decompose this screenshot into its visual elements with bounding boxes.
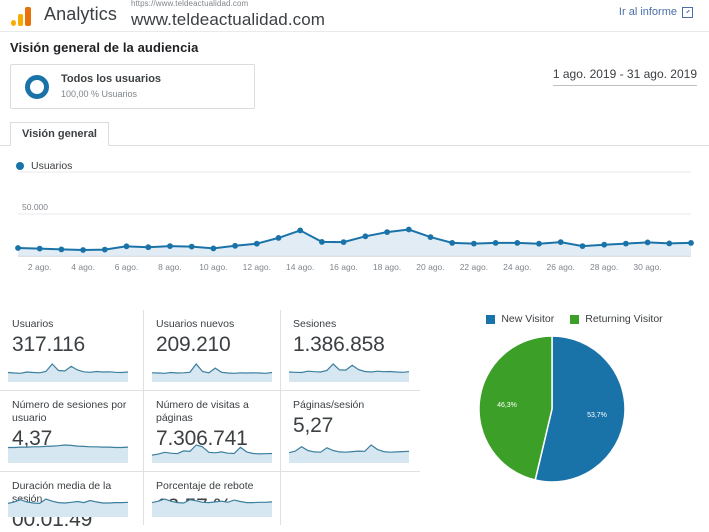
metric-label: Porcentaje de rebote [156,480,254,492]
metric-label: Sesiones [293,318,337,330]
metric-value: 1.386.858 [293,333,385,357]
page-title: Visión general de la audiencia [10,40,199,55]
metric-row: Usuarios 317.116 Usuarios nuevos 209.210… [0,310,440,390]
legend-swatch-returning-visitor [570,314,580,324]
svg-text:2 ago.: 2 ago. [28,262,52,272]
chart-legend: Usuarios [0,160,709,172]
svg-text:26 ago.: 26 ago. [547,262,575,272]
brand-title: Analytics [44,4,117,24]
sparkline-sesiones-por-usuario [8,444,128,463]
legend-label-new-visitor: New Visitor [501,313,555,325]
users-line-chart-svg[interactable]: 50.000 100.000 2 ago. 4 ago. 6 ago. 8 ago. 10 … [0,160,709,278]
segment-name: Todos los usuarios [61,73,162,85]
property-block: https://www.teldeactualidad.com www.teld… [131,0,325,28]
svg-text:18 ago.: 18 ago. [373,262,401,272]
metric-card-porcentaje-rebote[interactable]: Porcentaje de rebote 12,57 % [143,472,280,525]
property-url-small: https://www.teldeactualidad.com [130,0,249,8]
metric-card-duracion-media[interactable]: Duración media de la sesión 00:01:49 [0,472,143,531]
metric-label: Número de sesiones por usuario [12,399,127,425]
pie-legend-item-new-visitor[interactable]: New Visitor [486,313,554,325]
pie-legend: New Visitor Returning Visitor [440,305,709,325]
svg-text:14 ago.: 14 ago. [286,262,314,272]
metric-row-divider [0,390,420,391]
svg-text:6 ago.: 6 ago. [115,262,139,272]
svg-text:8 ago.: 8 ago. [158,262,182,272]
legend-dot-usuarios [16,162,24,170]
svg-text:22 ago.: 22 ago. [460,262,488,272]
metric-label: Usuarios nuevos [156,318,235,330]
metric-row-divider [0,471,420,472]
sparkline-porcentaje-rebote [152,498,272,517]
svg-text:50.000: 50.000 [22,202,48,212]
svg-text:20 ago.: 20 ago. [416,262,444,272]
go-to-report-link[interactable]: Ir al informe [619,6,693,18]
svg-text:46,3%: 46,3% [497,402,517,409]
metric-card-empty [280,472,420,525]
metric-card-usuarios[interactable]: Usuarios 317.116 [0,310,143,390]
segment-subtitle: 100,00 % Usuarios [61,88,138,99]
metric-value: 5,27 [293,414,334,438]
metric-card-paginas-sesion[interactable]: Páginas/sesión 5,27 [280,391,420,471]
sparkline-paginas-sesion [289,444,409,463]
visitor-type-pie-svg[interactable]: 53,7% 46,3% [462,331,642,491]
app-header: Analytics https://www.teldeactualidad.co… [0,0,709,30]
tab-bar: Visión general [0,121,709,146]
svg-text:24 ago.: 24 ago. [503,262,531,272]
sparkline-sesiones [289,363,409,382]
metric-label: Usuarios [12,318,54,330]
legend-swatch-new-visitor [486,314,496,324]
legend-label-usuarios: Usuarios [31,160,73,172]
metric-value: 7.306.741 [156,427,248,451]
visitor-type-panel: New Visitor Returning Visitor 53,7% 46,3% [440,305,709,523]
metric-label: Páginas/sesión [293,399,365,411]
google-analytics-logo [10,4,36,26]
sparkline-duracion-media [8,498,128,517]
go-to-report-label: Ir al informe [618,6,677,18]
svg-text:10 ago.: 10 ago. [199,262,227,272]
metric-card-sesiones[interactable]: Sesiones 1.386.858 [280,310,420,390]
segment-row: Todos los usuarios 100,00 % Usuarios 1 a… [0,55,709,111]
svg-text:4 ago.: 4 ago. [71,262,95,272]
metric-card-visitas-a-paginas[interactable]: Número de visitas a páginas 7.306.741 [143,391,280,471]
property-url: www.teldeactualidad.com [130,10,326,29]
metric-label: Número de visitas a páginas [156,399,249,425]
metric-value: 317.116 [12,333,85,357]
svg-text:16 ago.: 16 ago. [329,262,357,272]
external-link-icon [682,6,693,18]
sparkline-usuarios [8,363,128,382]
segment-donut-icon [25,74,49,99]
metric-row: Duración media de la sesión 00:01:49 Por… [0,472,440,531]
metric-value: 4,37 [12,427,53,451]
metric-card-sesiones-por-usuario[interactable]: Número de sesiones por usuario 4,37 [0,391,143,471]
segment-card-all-users[interactable]: Todos los usuarios 100,00 % Usuarios [10,64,255,109]
metric-card-usuarios-nuevos[interactable]: Usuarios nuevos 209.210 [143,310,280,390]
tab-vision-general[interactable]: Visión general [10,122,109,146]
metric-row: Número de sesiones por usuario 4,37 Núme… [0,391,440,471]
sparkline-usuarios-nuevos [152,363,272,382]
svg-text:30 ago.: 30 ago. [633,262,661,272]
pie-legend-item-returning-visitor[interactable]: Returning Visitor [570,313,663,325]
svg-text:12 ago.: 12 ago. [243,262,271,272]
svg-text:28 ago.: 28 ago. [590,262,618,272]
legend-label-returning-visitor: Returning Visitor [585,313,663,325]
svg-text:53,7%: 53,7% [587,412,607,419]
sparkline-visitas-paginas [152,444,272,463]
metric-value: 209.210 [156,333,231,357]
metrics-grid: Usuarios 317.116 Usuarios nuevos 209.210… [0,310,440,531]
svg-text:100.000: 100.000 [22,168,53,170]
users-over-time-chart: Usuarios 50.000 100.000 2 ago. 4 ago. 6 ago.… [0,146,709,278]
header-divider [0,31,709,32]
tab-bar-underline [0,145,709,146]
date-range-picker[interactable]: 1 ago. 2019 - 31 ago. 2019 [552,67,697,86]
